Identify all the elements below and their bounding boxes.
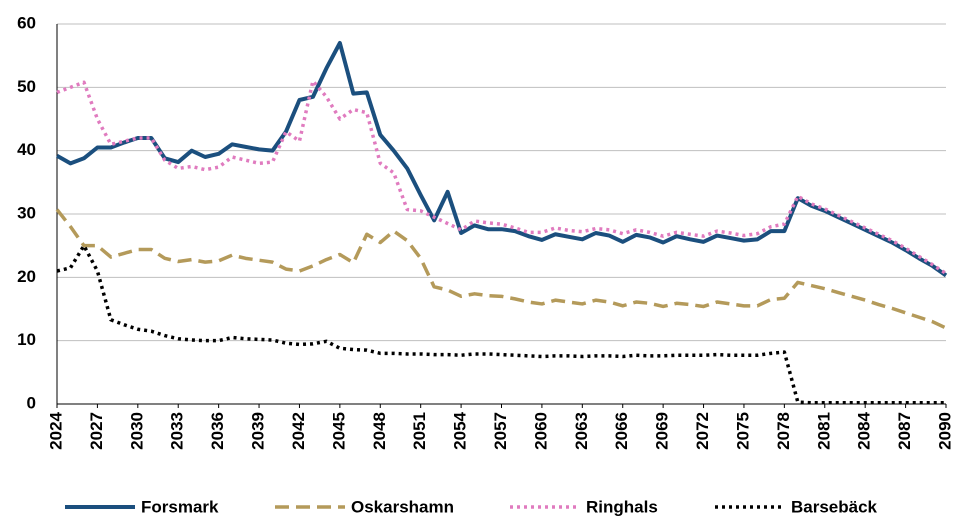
- x-tick-label: 2066: [612, 412, 631, 450]
- x-tick-label: 2063: [572, 412, 591, 450]
- y-tick-label: 60: [17, 13, 36, 32]
- x-tick-label: 2039: [249, 412, 268, 450]
- x-tick-label: 2033: [168, 412, 187, 450]
- series-line: [56, 41, 948, 278]
- x-tick-label: 2036: [208, 412, 227, 450]
- x-tick-label: 2024: [46, 411, 65, 449]
- y-tick-label: 30: [17, 203, 36, 222]
- x-tick-label: 2027: [87, 412, 106, 450]
- x-tick-label: 2048: [370, 412, 389, 450]
- legend-label: Ringhals: [586, 497, 658, 516]
- x-tick-label: 2084: [855, 411, 874, 449]
- x-tick-label: 2075: [733, 412, 752, 450]
- x-tick-label: 2078: [774, 412, 793, 450]
- legend-label: Barsebäck: [791, 497, 878, 516]
- x-tick-label: 2090: [935, 412, 954, 450]
- x-tick-label: 2081: [814, 412, 833, 450]
- series-line: [56, 79, 947, 275]
- x-tick-label: 2054: [451, 411, 470, 449]
- x-tick-label: 2069: [653, 412, 672, 450]
- x-tick-label: 2051: [410, 412, 429, 450]
- x-tick-label: 2072: [693, 412, 712, 450]
- y-tick-label: 40: [17, 140, 36, 159]
- y-tick-label: 0: [27, 393, 36, 412]
- x-tick-label: 2045: [329, 412, 348, 450]
- y-tick-label: 20: [17, 267, 36, 286]
- legend-label: Oskarshamn: [351, 497, 454, 516]
- series-line: [55, 208, 947, 330]
- x-tick-label: 2042: [289, 412, 308, 450]
- x-tick-label: 2057: [491, 412, 510, 450]
- legend-label: Forsmark: [141, 497, 219, 516]
- y-tick-label: 10: [17, 330, 36, 349]
- x-tick-label: 2060: [531, 412, 550, 450]
- x-tick-label: 2030: [127, 412, 146, 450]
- x-tick-label: 2087: [895, 412, 914, 450]
- y-tick-label: 50: [17, 77, 36, 96]
- series-line: [56, 243, 946, 405]
